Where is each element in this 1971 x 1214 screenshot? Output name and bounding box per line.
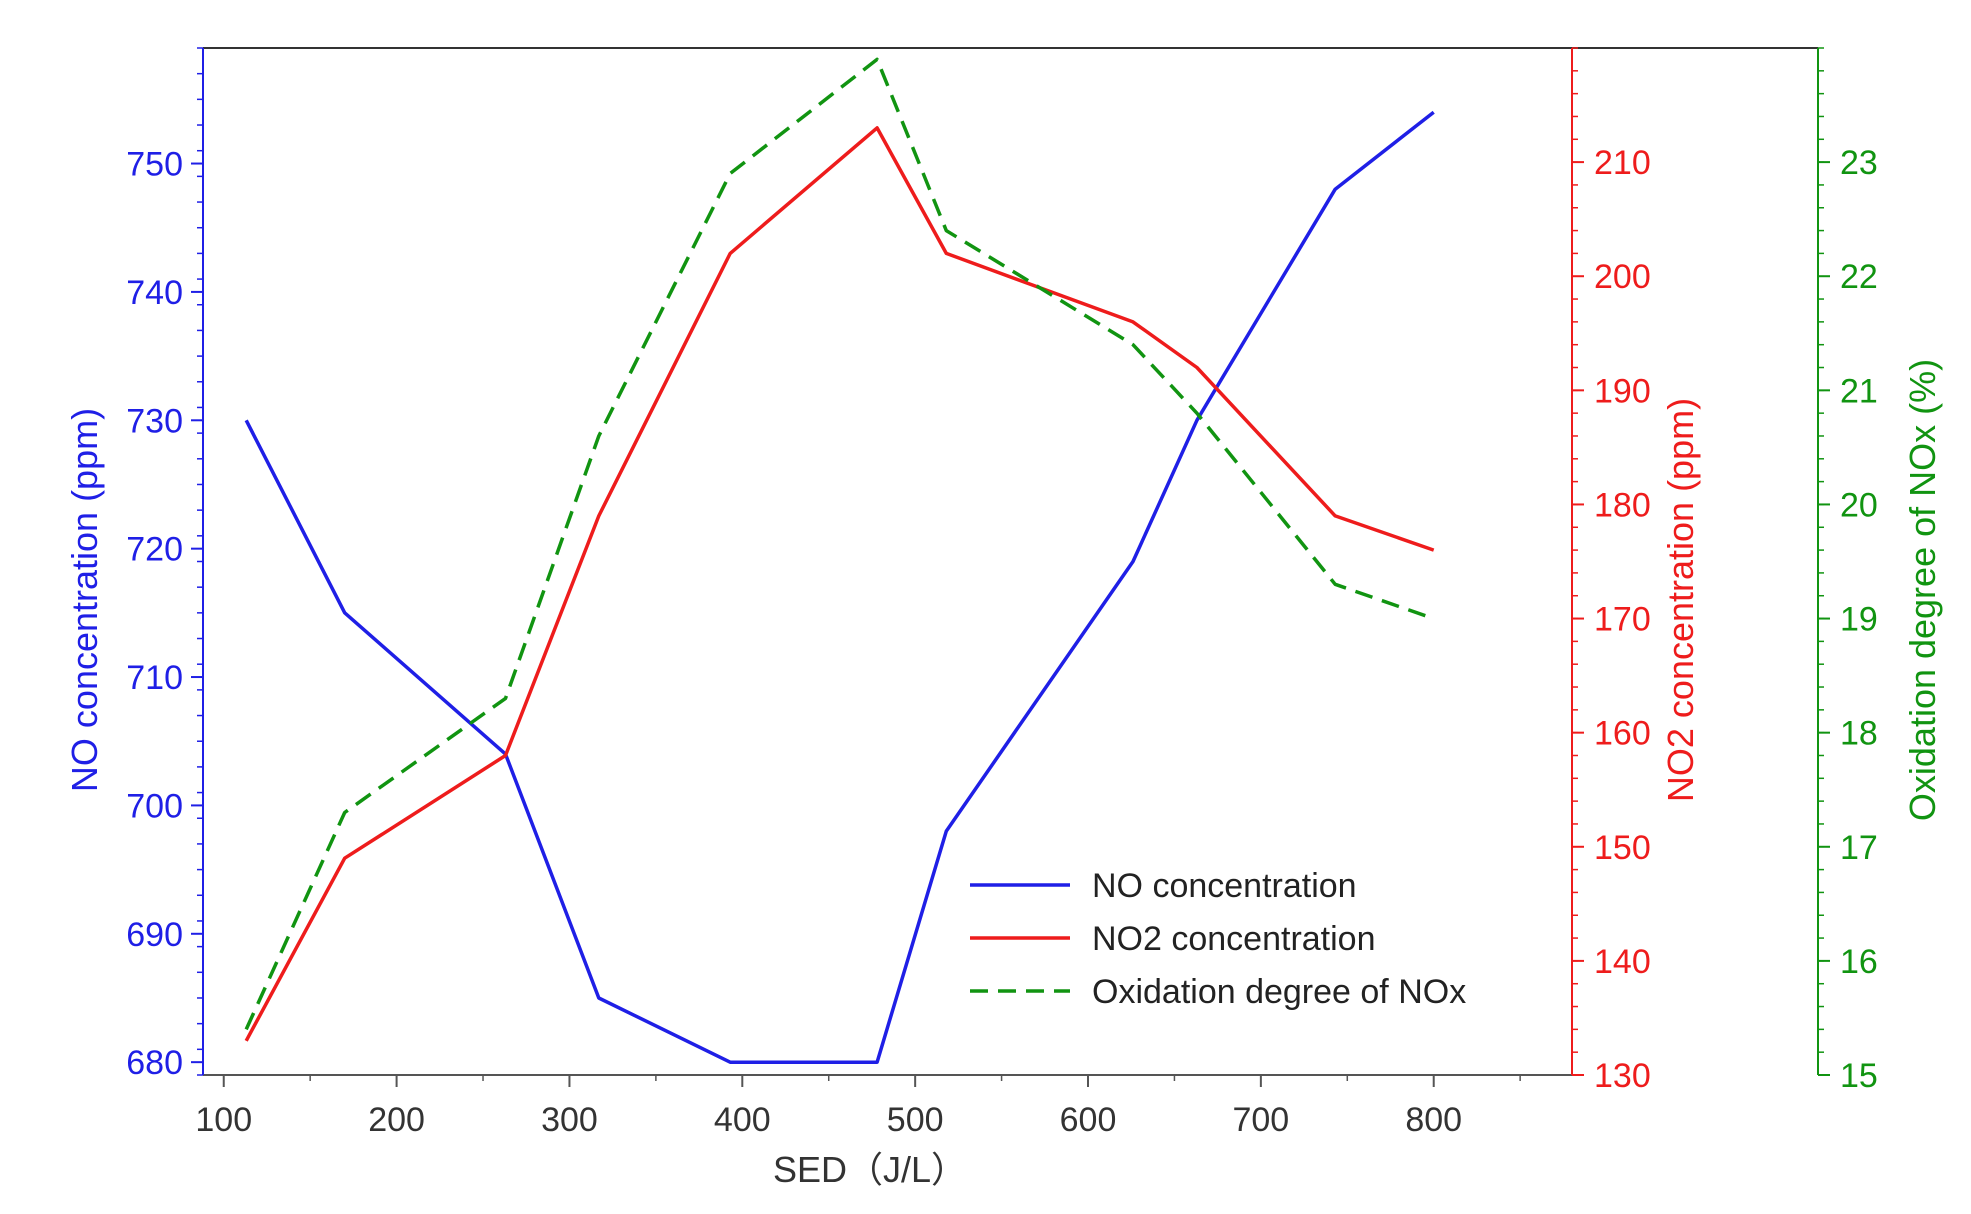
left-tick-label: 740 (126, 274, 183, 312)
left-tick-label: 750 (126, 146, 183, 184)
left-tick-label: 700 (126, 787, 183, 825)
x-tick-label: 200 (368, 1101, 425, 1139)
series-layer (244, 57, 1435, 1064)
legend-label: Oxidation degree of NOx (1092, 973, 1466, 1011)
series-line-1 (244, 110, 1435, 1064)
right2-tick-label: 17 (1840, 829, 1878, 867)
right1-tick-label: 190 (1594, 372, 1651, 410)
right1-tick-label: 210 (1594, 144, 1651, 182)
x-tick-label: 300 (541, 1101, 598, 1139)
right1-tick-label: 200 (1594, 258, 1651, 296)
x-axis: 100 200 300 400 500 600 700 800 (195, 1074, 1572, 1139)
right1-tick-label: 150 (1594, 829, 1651, 867)
x-tick-label: 500 (887, 1101, 944, 1139)
right1-tick-label: 180 (1594, 486, 1651, 524)
x-tick-label: 600 (1060, 1101, 1117, 1139)
x-tick-label: 800 (1405, 1101, 1462, 1139)
left-axis-title: NO concentration (ppm) (64, 408, 105, 792)
x-tick-label: 100 (195, 1101, 252, 1139)
x-tick-label: 400 (714, 1101, 771, 1139)
left-tick-label: 710 (126, 659, 183, 697)
right2-axis-title: Oxidation degree of NOx (%) (1902, 359, 1943, 821)
right2-tick-label: 16 (1840, 943, 1878, 981)
right2-axis: 15 16 17 18 19 20 21 22 23 (1817, 47, 1878, 1095)
left-tick-label: 690 (126, 916, 183, 954)
right1-tick-label: 160 (1594, 715, 1651, 753)
series-line-3 (244, 57, 1435, 1031)
left-tick-label: 720 (126, 531, 183, 569)
left-tick-label: 680 (126, 1044, 183, 1082)
right2-tick-label: 23 (1840, 144, 1878, 182)
right2-tick-label: 21 (1840, 372, 1878, 410)
right1-tick-label: 130 (1594, 1057, 1651, 1095)
right2-tick-label: 22 (1840, 258, 1878, 296)
x-axis-title: SED（J/L） (773, 1149, 967, 1190)
right1-axis-title: NO2 concentration (ppm) (1660, 398, 1701, 802)
right2-tick-label: 19 (1840, 601, 1878, 639)
right1-tick-label: 170 (1594, 601, 1651, 639)
x-tick-label: 700 (1232, 1101, 1289, 1139)
left-axis: 680 690 700 710 720 730 740 750 (126, 47, 204, 1082)
legend: NO concentration NO2 concentration Oxidati… (970, 867, 1466, 1011)
right2-tick-label: 15 (1840, 1057, 1878, 1095)
right1-tick-label: 140 (1594, 943, 1651, 981)
right2-tick-label: 18 (1840, 715, 1878, 753)
legend-label: NO2 concentration (1092, 920, 1376, 958)
right1-axis: 130 140 150 160 170 180 190 200 210 (1571, 47, 1651, 1095)
legend-label: NO concentration (1092, 867, 1357, 905)
left-tick-label: 730 (126, 402, 183, 440)
series-line-2 (244, 126, 1435, 1042)
right2-tick-label: 20 (1840, 486, 1878, 524)
